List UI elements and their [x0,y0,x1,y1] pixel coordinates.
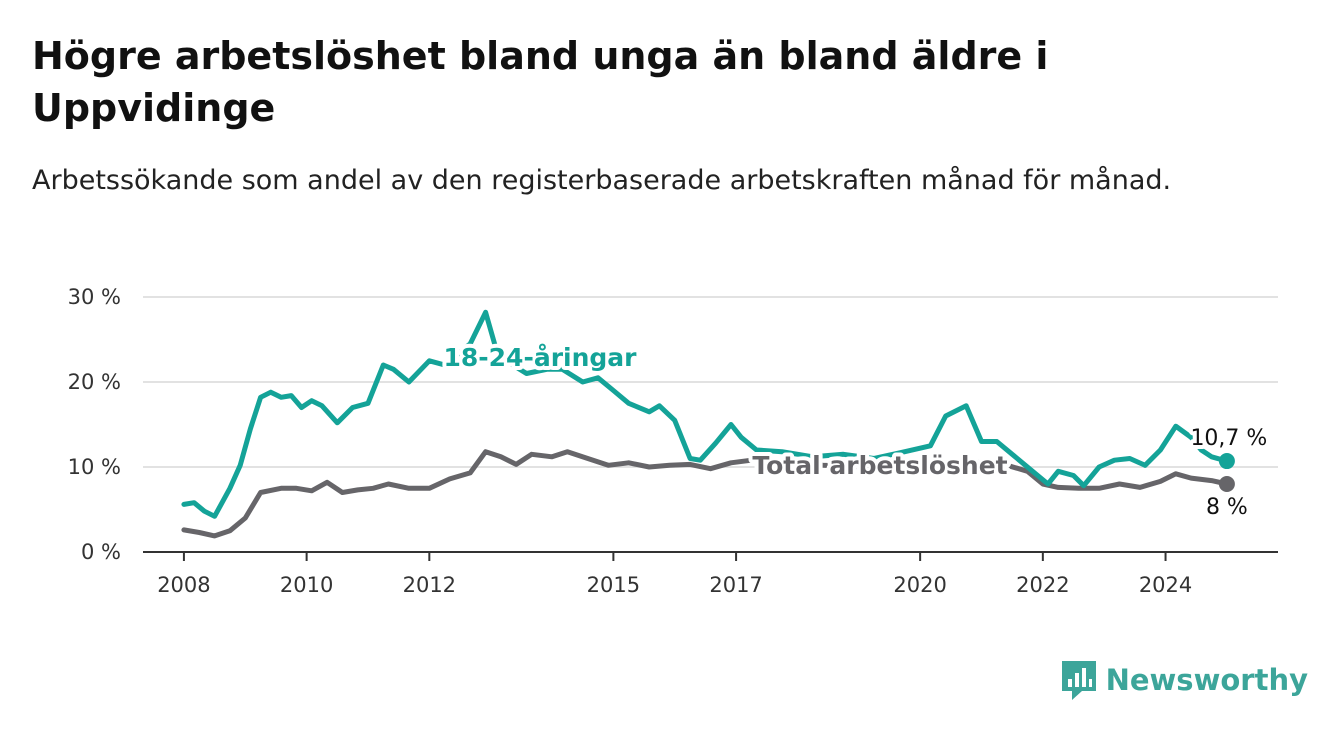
x-axis-ticks: 2008 2010 2012 2015 2017 2020 2022 2024 [157,552,1192,597]
youth-line [181,309,1230,519]
y-tick-label: 10 % [68,455,121,479]
y-tick-label: 0 % [81,540,121,564]
x-tick-label: 2010 [280,573,333,597]
end-label-youth-halo: 10,7 % [1190,426,1267,451]
y-tick-label: 30 % [68,285,121,309]
chart-subtitle: Arbetssökande som andel av den registerb… [32,165,1172,196]
series-label-youth-halo: 18-24-åringar [444,343,638,372]
end-label-youth: 10,7 % [1190,426,1267,451]
y-axis-ticks: 0 % 10 % 20 % 30 % [68,285,121,564]
series-lines [181,309,1235,539]
chart-title: Högre arbetslöshet bland unga än bland ä… [32,34,1049,130]
brand-name: Newsworthy [1105,663,1308,697]
y-tick-label: 20 % [68,370,121,394]
total-line-end-marker [1218,476,1235,492]
x-tick-label: 2024 [1139,573,1192,597]
bar-chart-icon [1061,661,1096,700]
brand-logo: Newsworthy [1060,658,1308,702]
youth-line-end-marker [1218,453,1235,470]
x-tick-label: 2022 [1016,573,1069,597]
line-chart: 0 % 10 % 20 % 30 % 2008 2010 2012 2015 2017 2020… [68,285,1278,597]
series-label-youth: 18-24-åringar [444,343,638,372]
x-tick-label: 2015 [587,573,640,597]
grid-lines [143,296,1278,553]
x-tick-label: 2020 [893,573,946,597]
end-label-total: 8 % [1206,495,1248,520]
x-tick-label: 2012 [403,573,456,597]
series-label-total-halo: Total arbetslöshet [752,451,1007,480]
end-label-total-halo: 8 % [1206,495,1248,520]
total-line [181,449,1230,539]
x-tick-label: 2017 [709,573,762,597]
series-label-total: Total arbetslöshet [752,451,1007,480]
x-tick-label: 2008 [157,573,210,597]
